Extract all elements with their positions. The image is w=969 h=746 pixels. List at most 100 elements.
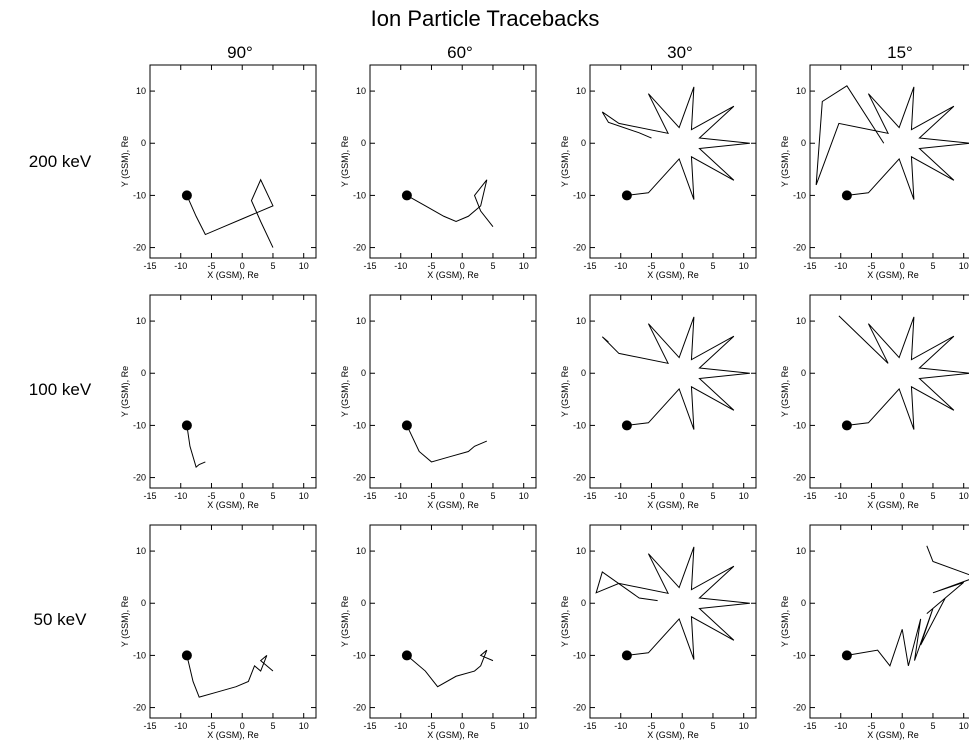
y-tick-label: 0 <box>361 598 366 608</box>
panel: -15 -10 -5 0 5 10 -20 -10 0 10 X (GSM), Re Y (GSM),… <box>560 294 757 510</box>
x-tick-label: -15 <box>363 721 376 731</box>
start-point <box>841 190 852 201</box>
x-tick-label: -10 <box>834 261 847 271</box>
trajectory <box>186 178 274 248</box>
x-tick-label: -10 <box>614 491 627 501</box>
panel: -15 -10 -5 0 5 10 -20 -10 0 10 X (GSM), Re Y (GSM),… <box>340 524 537 740</box>
y-axis-label: Y (GSM), Re <box>120 136 130 187</box>
x-tick-label: -10 <box>614 721 627 731</box>
x-tick-label: 10 <box>959 721 969 731</box>
x-tick-label: -15 <box>583 261 596 271</box>
y-tick-label: 10 <box>136 86 146 96</box>
y-axis-label: Y (GSM), Re <box>560 596 570 647</box>
y-tick-label: 10 <box>356 316 366 326</box>
row-label: 100 keV <box>29 380 92 399</box>
plot-frame <box>149 294 317 489</box>
panel: -15 -10 -5 0 5 10 -20 -10 0 10 X (GSM), Re Y (GSM),… <box>340 294 537 510</box>
x-axis-label: X (GSM), Re <box>207 730 259 740</box>
y-tick-label: 0 <box>361 138 366 148</box>
y-axis-label: Y (GSM), Re <box>340 366 350 417</box>
y-tick-label: 0 <box>801 368 806 378</box>
y-axis-label: Y (GSM), Re <box>780 596 790 647</box>
y-tick-label: 10 <box>356 86 366 96</box>
x-tick-label: 10 <box>739 261 749 271</box>
trajectory <box>815 85 969 200</box>
panel: -15 -10 -5 0 5 10 -20 -10 0 10 X (GSM), Re Y (GSM),… <box>560 64 757 280</box>
y-tick-label: 0 <box>141 598 146 608</box>
start-point <box>621 190 632 201</box>
y-tick-label: 10 <box>576 86 586 96</box>
x-tick-label: -15 <box>363 261 376 271</box>
x-axis-label: X (GSM), Re <box>207 270 259 280</box>
y-tick-label: 0 <box>581 598 586 608</box>
y-tick-label: 10 <box>356 546 366 556</box>
x-tick-label: 0 <box>680 721 685 731</box>
y-tick-label: -20 <box>353 473 366 483</box>
start-point <box>841 420 852 431</box>
y-tick-label: -10 <box>353 190 366 200</box>
x-tick-label: -5 <box>427 491 435 501</box>
x-tick-label: 10 <box>519 721 529 731</box>
y-axis-label: Y (GSM), Re <box>560 136 570 187</box>
x-tick-label: 10 <box>299 261 309 271</box>
y-tick-label: 10 <box>796 546 806 556</box>
x-tick-label: 10 <box>299 721 309 731</box>
y-tick-label: -10 <box>573 420 586 430</box>
x-tick-label: 5 <box>270 491 275 501</box>
plot-frame <box>369 64 537 259</box>
panel: -15 -10 -5 0 5 10 -20 -10 0 10 X (GSM), Re Y (GSM),… <box>120 64 317 280</box>
x-tick-label: -10 <box>174 721 187 731</box>
x-tick-label: 0 <box>240 721 245 731</box>
plot-frame <box>149 524 317 719</box>
y-tick-label: 0 <box>581 138 586 148</box>
y-tick-label: 0 <box>581 368 586 378</box>
panel: -15 -10 -5 0 5 10 -20 -10 0 10 X (GSM), Re Y (GSM),… <box>560 524 757 740</box>
plot-frame <box>589 64 757 259</box>
y-tick-label: -20 <box>133 473 146 483</box>
x-tick-label: 0 <box>900 721 905 731</box>
y-tick-label: -10 <box>793 650 806 660</box>
x-tick-label: -10 <box>394 261 407 271</box>
y-axis-label: Y (GSM), Re <box>780 366 790 417</box>
x-axis-label: X (GSM), Re <box>647 270 699 280</box>
start-point <box>401 420 412 431</box>
y-tick-label: -10 <box>133 650 146 660</box>
row-label: 200 keV <box>29 152 92 171</box>
x-tick-label: 0 <box>680 491 685 501</box>
y-tick-label: -10 <box>353 650 366 660</box>
x-tick-label: -10 <box>834 491 847 501</box>
x-tick-label: 10 <box>959 261 969 271</box>
y-tick-label: -10 <box>573 650 586 660</box>
y-tick-label: 10 <box>136 546 146 556</box>
y-tick-label: -10 <box>133 190 146 200</box>
x-tick-label: -15 <box>803 721 816 731</box>
plot-frame <box>369 294 537 489</box>
x-axis-label: X (GSM), Re <box>647 500 699 510</box>
y-tick-label: -20 <box>353 243 366 253</box>
title: Ion Particle Tracebacks <box>371 6 600 31</box>
x-tick-label: -15 <box>583 721 596 731</box>
y-tick-label: -10 <box>793 190 806 200</box>
y-tick-label: -10 <box>133 420 146 430</box>
x-tick-label: -10 <box>174 261 187 271</box>
x-tick-label: -15 <box>143 721 156 731</box>
trajectory <box>595 546 750 660</box>
x-tick-label: 5 <box>710 491 715 501</box>
x-axis-label: X (GSM), Re <box>427 730 479 740</box>
plot-frame <box>589 294 757 489</box>
y-tick-label: -10 <box>793 420 806 430</box>
x-tick-label: -10 <box>614 261 627 271</box>
x-tick-label: 10 <box>519 261 529 271</box>
plot-frame <box>809 524 969 719</box>
column-header: 30° <box>667 43 693 62</box>
trajectory <box>406 179 494 228</box>
x-tick-label: 0 <box>900 491 905 501</box>
trajectory <box>406 649 494 688</box>
x-axis-label: X (GSM), Re <box>867 270 919 280</box>
start-point <box>181 650 192 661</box>
x-tick-label: 5 <box>270 721 275 731</box>
y-axis-label: Y (GSM), Re <box>340 136 350 187</box>
x-tick-label: -15 <box>803 261 816 271</box>
column-header: 90° <box>227 43 253 62</box>
start-point <box>841 650 852 661</box>
